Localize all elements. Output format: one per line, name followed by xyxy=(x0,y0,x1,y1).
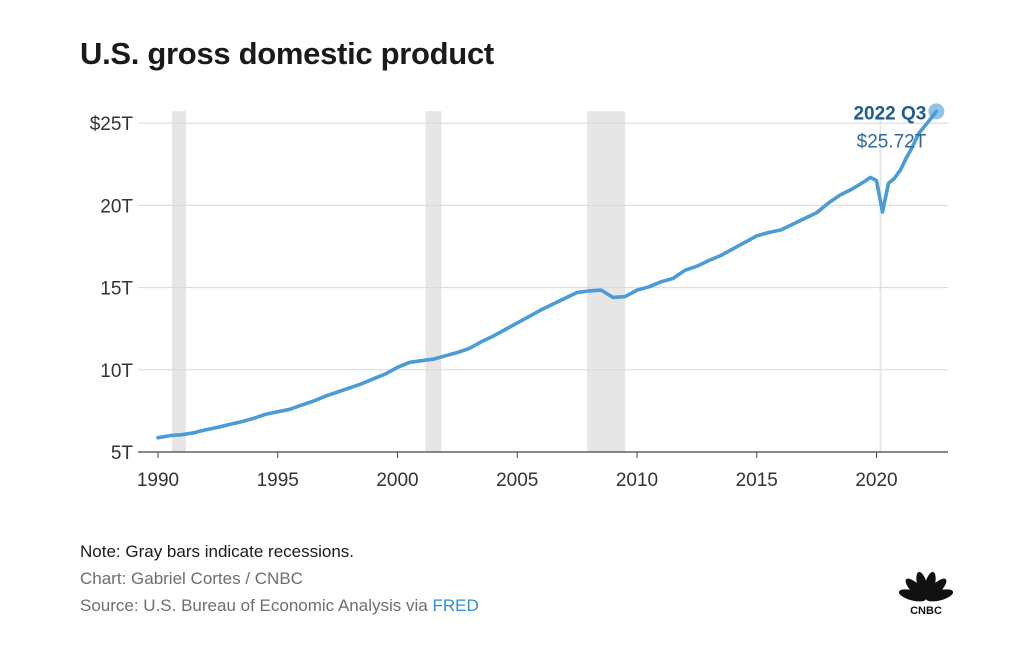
y-tick-5: 5T xyxy=(111,443,134,464)
x-tick-2005: 2005 xyxy=(496,470,538,491)
logo-text: CNBC xyxy=(910,605,942,616)
recession-bar-0 xyxy=(171,111,187,453)
fred-link[interactable]: FRED xyxy=(432,596,479,615)
feather-shape-0 xyxy=(898,589,927,602)
x-tick-labels: 1990 1995 2000 2005 2010 2015 2020 xyxy=(137,452,898,491)
y-tick-20: 20T xyxy=(100,196,133,217)
feather-5 xyxy=(925,589,954,602)
recession-bars xyxy=(171,111,882,453)
latest-point-marker[interactable] xyxy=(928,103,945,120)
cnbc-peacock-icon[interactable]: CNBC xyxy=(895,570,957,616)
y-tick-15: 15T xyxy=(100,279,133,300)
gridlines xyxy=(138,122,948,371)
feather-0 xyxy=(898,589,927,602)
x-tick-1990: 1990 xyxy=(137,470,179,491)
peacock-feathers xyxy=(898,571,954,602)
gdp-series-line xyxy=(156,109,939,440)
chart-title: U.S. gross domestic product xyxy=(80,36,494,71)
x-tick-2000: 2000 xyxy=(376,470,418,491)
recession-note: Note: Gray bars indicate recessions. xyxy=(80,542,355,561)
annotation-label: 2022 Q3 xyxy=(853,103,926,124)
recession-bar-2 xyxy=(587,111,626,453)
x-tick-2010: 2010 xyxy=(616,470,658,491)
x-tick-2015: 2015 xyxy=(736,470,778,491)
feather-shape-5 xyxy=(925,589,954,602)
source-text: Source: U.S. Bureau of Economic Analysis… xyxy=(80,596,433,615)
source-line: Source: U.S. Bureau of Economic Analysis… xyxy=(80,592,479,619)
feather-3 xyxy=(923,571,936,600)
y-tick-10: 10T xyxy=(100,361,133,382)
feather-shape-3 xyxy=(923,571,936,600)
chart-notes: Note: Gray bars indicate recessions. Cha… xyxy=(80,538,479,619)
y-tick-25: $25T xyxy=(90,114,134,135)
chart-credit: Chart: Gabriel Cortes / CNBC xyxy=(80,569,303,588)
y-tick-labels: 5T 10T 15T 20T $25T xyxy=(90,114,134,464)
x-tick-1995: 1995 xyxy=(257,470,299,491)
annotation-value: $25.72T xyxy=(857,131,927,152)
recession-bar-1 xyxy=(425,111,442,453)
x-tick-2020: 2020 xyxy=(855,470,897,491)
